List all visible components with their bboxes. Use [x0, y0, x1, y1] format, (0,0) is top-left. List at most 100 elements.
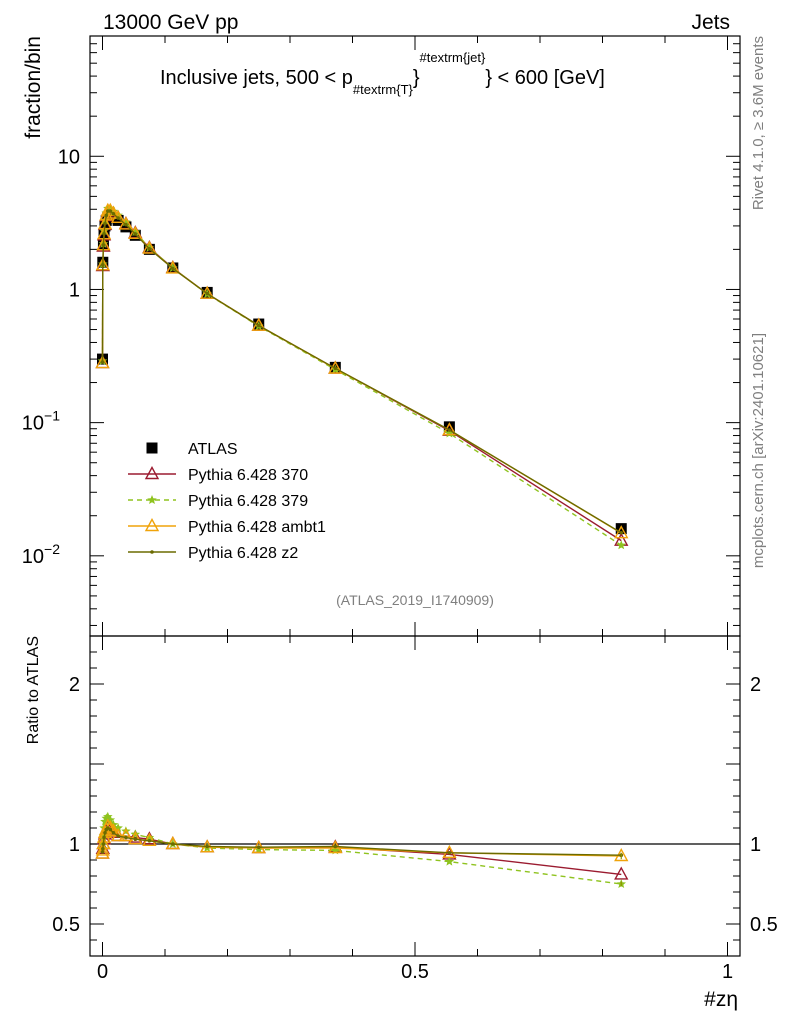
ratio-point-pythia-6-428-z2 — [205, 844, 209, 849]
main-point-pythia-6-428-z2 — [116, 216, 120, 220]
main-point-pythia-6-428-z2 — [447, 428, 452, 432]
main-point-pythia-6-428-z2 — [205, 291, 209, 296]
ratio-point-pythia-6-428-z2 — [103, 831, 107, 835]
main-series-pythia-6-428-379 — [97, 203, 626, 550]
main-point-pythia-6-428-ambt1 — [95, 355, 110, 369]
ratio-point-pythia-6-428-ambt1 — [118, 828, 134, 842]
main-point-pythia-6-428-ambt1 — [165, 260, 180, 274]
ratio-line-pythia-6-428-z2 — [101, 827, 622, 856]
main-point-pythia-6-428-z2 — [104, 213, 109, 218]
main-point-pythia-6-428-ambt1 — [118, 216, 134, 230]
ratio-point-pythia-6-428-z2 — [133, 837, 138, 841]
legend-marker — [146, 442, 158, 454]
main-y-tick-label: 10−2 — [22, 541, 60, 568]
main-point-pythia-6-428-ambt1 — [110, 209, 126, 224]
ratio-axis-ticks: 0 0.5 1 2 2 1 1 0.5 0.5 — [52, 636, 778, 983]
main-series-atlas — [97, 210, 627, 535]
main-point-atlas — [443, 421, 455, 433]
legend-item-pythia-6-428-370: Pythia 6.428 370 — [128, 466, 308, 484]
ratio-point-pythia-6-428-z2 — [171, 842, 175, 846]
main-point-pythia-6-428-z2 — [111, 211, 116, 216]
main-point-pythia-6-428-ambt1 — [200, 285, 215, 299]
analysis-watermark: (ATLAS_2019_I1740909) — [336, 592, 494, 608]
legend-label: Pythia 6.428 z2 — [188, 545, 298, 562]
ratio-y-tick-label-right: 1 — [750, 834, 761, 856]
main-y-tick-base: 10 — [22, 413, 44, 435]
ratio-point-pythia-6-428-379 — [105, 815, 116, 824]
main-point-pythia-6-428-ambt1 — [614, 525, 629, 539]
main-series-group — [95, 202, 629, 550]
main-point-pythia-6-428-z2 — [101, 243, 106, 247]
ratio-point-pythia-6-428-370 — [128, 829, 143, 843]
x-tick-label: 1 — [722, 961, 733, 983]
main-point-pythia-6-428-ambt1 — [128, 225, 143, 239]
main-line-pythia-6-428-ambt1 — [101, 209, 622, 534]
ratio-point-pythia-6-428-z2 — [116, 834, 120, 838]
main-y-tick-label: 10−1 — [22, 408, 60, 435]
main-title: Inclusive jets, 500 < p#textrm{T}}#textr… — [160, 50, 605, 97]
legend-item-pythia-6-428-ambt1: Pythia 6.428 ambt1 — [128, 518, 326, 536]
main-point-pythia-6-428-ambt1 — [251, 317, 266, 331]
main-point-pythia-6-428-z2 — [333, 366, 338, 371]
rivet-label: Rivet 4.1.0, ≥ 3.6M events — [750, 36, 767, 210]
main-point-pythia-6-428-z2 — [108, 209, 113, 213]
main-point-pythia-6-428-379 — [130, 227, 141, 237]
main-series-pythia-6-428-ambt1 — [95, 202, 629, 539]
main-point-pythia-6-428-z2 — [133, 232, 138, 236]
ratio-series-pythia-6-428-370 — [95, 820, 629, 880]
ratio-point-pythia-6-428-z2 — [101, 847, 105, 851]
ratio-y-tick-label: 0.5 — [52, 914, 80, 936]
ratio-point-pythia-6-428-z2 — [333, 844, 338, 849]
ratio-point-pythia-6-428-z2 — [147, 839, 152, 843]
main-y-tick-base: 10 — [58, 146, 80, 168]
ratio-point-pythia-6-428-z2 — [256, 845, 261, 849]
main-y-tick-base: 1 — [69, 279, 80, 301]
x-tick-label: 0.5 — [401, 961, 429, 983]
main-point-pythia-6-428-379 — [121, 217, 131, 227]
ratio-point-pythia-6-428-z2 — [124, 835, 128, 840]
main-point-pythia-6-428-z2 — [147, 246, 152, 251]
main-point-pythia-6-428-z2 — [171, 266, 175, 271]
ratio-point-pythia-6-428-ambt1 — [100, 818, 115, 832]
x-tick-label: 0 — [97, 961, 108, 983]
main-point-pythia-6-428-z2 — [619, 530, 624, 535]
xlabel: #zη — [704, 988, 738, 1011]
ratio-plot-frame — [89, 635, 741, 957]
ratio-point-pythia-6-428-z2 — [100, 850, 105, 854]
ratio-line-pythia-6-428-ambt1 — [101, 825, 622, 857]
ratio-y-tick-label-right: 0.5 — [750, 914, 778, 936]
main-point-pythia-6-428-z2 — [106, 209, 110, 213]
ratio-point-pythia-6-428-ambt1 — [442, 844, 457, 858]
ratio-line-pythia-6-428-379 — [101, 815, 622, 885]
title-subscript: #textrm{T} — [353, 82, 414, 97]
legend-marker — [150, 550, 154, 554]
title-superscript: #textrm{jet} — [420, 50, 486, 65]
ratio-line-pythia-6-428-370 — [101, 826, 622, 876]
main-point-atlas — [615, 523, 627, 535]
main-y-tick-label: 10 — [58, 146, 80, 168]
main-y-tick-exp: −2 — [44, 541, 60, 557]
main-point-pythia-6-428-ambt1 — [142, 240, 157, 254]
legend-item-pythia-6-428-379: Pythia 6.428 379 — [128, 493, 308, 510]
ratio-point-pythia-6-428-379 — [444, 856, 455, 866]
ratio-point-pythia-6-428-379 — [103, 811, 113, 821]
main-point-pythia-6-428-379 — [616, 540, 626, 550]
main-line-pythia-6-428-379 — [101, 207, 622, 546]
title-tail: } < 600 [GeV] — [485, 67, 605, 89]
main-point-pythia-6-428-z2 — [102, 231, 106, 236]
ratio-ylabel: Ratio to ATLAS — [25, 636, 42, 744]
ratio-point-pythia-6-428-z2 — [111, 831, 116, 835]
main-point-pythia-6-428-z2 — [103, 221, 107, 226]
ratio-series-pythia-6-428-379 — [97, 811, 626, 888]
main-y-tick-label: 1 — [69, 279, 80, 301]
ratio-point-pythia-6-428-z2 — [101, 842, 106, 846]
ratio-series-pythia-6-428-z2 — [100, 826, 624, 857]
legend-label: Pythia 6.428 370 — [188, 467, 308, 484]
ratio-series-group — [95, 811, 629, 888]
main-y-tick-exp: −1 — [44, 408, 60, 424]
energy-title: 13000 GeV pp — [103, 11, 238, 34]
legend-item-atlas: ATLAS — [146, 441, 238, 458]
main-point-atlas — [112, 214, 124, 226]
legend: ATLAS Pythia 6.428 370 Pythia 6.428 379 Pyt… — [128, 441, 326, 562]
